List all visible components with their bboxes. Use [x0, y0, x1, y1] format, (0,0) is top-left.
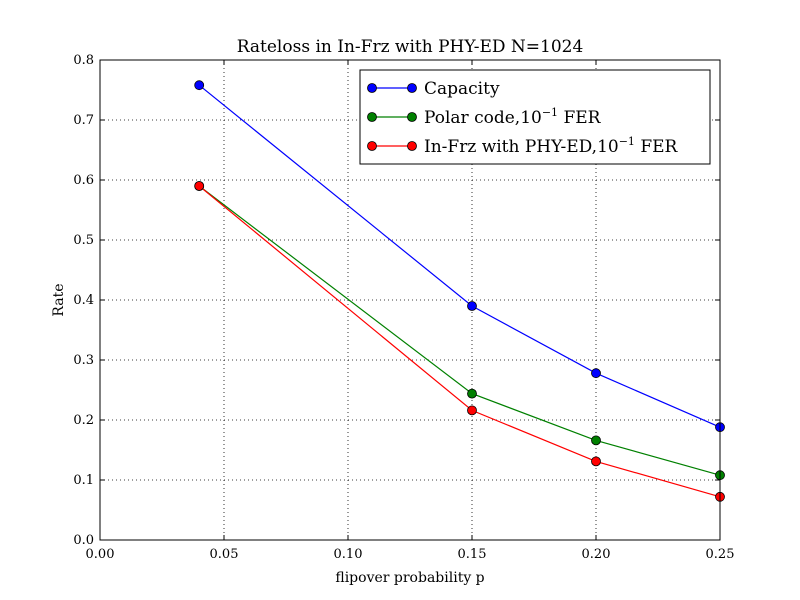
- y-tick-label: 0.8: [73, 53, 94, 68]
- series-2: [194, 181, 725, 481]
- y-tick-label: 0.0: [73, 533, 94, 548]
- x-tick-label: 0.05: [210, 547, 239, 562]
- y-tick-label: 0.3: [73, 353, 94, 368]
- y-tick-label: 0.7: [73, 113, 94, 128]
- legend-marker: [367, 141, 377, 151]
- series-3: [194, 181, 725, 502]
- y-tick-label: 0.1: [73, 473, 94, 488]
- legend-entry: Capacity: [367, 79, 500, 99]
- series-line: [198, 84, 721, 428]
- legend-label: Polar code,10−1 FER: [424, 106, 602, 128]
- legend-label-text: Capacity: [424, 79, 500, 99]
- legend-label-suffix: FER: [558, 108, 602, 128]
- y-axis-label: Rate: [51, 283, 67, 316]
- tick-labels: 0.00 0.05 0.10 0.15 0.20 0.25 0.0 0.1 0.2 0.3 0.4 0…: [73, 53, 734, 562]
- chart-title: Rateloss in In-Frz with PHY-ED N=1024: [237, 37, 584, 57]
- data-point: [591, 456, 601, 467]
- y-tick-label: 0.5: [73, 233, 94, 248]
- legend-marker: [407, 83, 417, 93]
- x-tick-label: 0.20: [582, 547, 611, 562]
- series-line: [198, 185, 721, 498]
- x-tick-label: 0.10: [334, 547, 363, 562]
- legend-entry: In-Frz with PHY-ED,10−1 FER: [367, 135, 679, 157]
- legend-marker: [367, 112, 377, 122]
- series-line: [198, 185, 721, 476]
- series-layer: [194, 80, 725, 502]
- x-tick-label: 0.00: [86, 547, 115, 562]
- data-point: [591, 435, 601, 446]
- legend-entry: Polar code,10−1 FER: [367, 106, 602, 128]
- legend-marker: [407, 141, 417, 151]
- y-tick-label: 0.6: [73, 173, 94, 188]
- legend-marker: [407, 112, 417, 122]
- y-tick-label: 0.2: [73, 413, 94, 428]
- legend-marker: [367, 83, 377, 93]
- legend-label-exponent: −1: [619, 135, 635, 148]
- data-point: [467, 388, 477, 399]
- y-tick-label: 0.4: [73, 293, 94, 308]
- legend-label: Capacity: [424, 79, 500, 99]
- x-tick-label: 0.15: [458, 547, 487, 562]
- x-tick-label: 0.25: [706, 547, 735, 562]
- legend-label-text: Polar code,10: [424, 108, 542, 128]
- legend-label: In-Frz with PHY-ED,10−1 FER: [424, 135, 679, 157]
- data-point: [467, 301, 477, 311]
- legend-box: [359, 69, 711, 165]
- data-point: [194, 181, 205, 191]
- data-point: [194, 80, 205, 91]
- data-point: [591, 368, 601, 379]
- legend-label-text: In-Frz with PHY-ED,10: [424, 137, 619, 157]
- x-axis-label: flipover probability p: [335, 570, 484, 586]
- axis-ticks: [99, 59, 721, 541]
- data-point: [467, 405, 477, 416]
- legend-label-suffix: FER: [635, 137, 679, 157]
- legend-label-exponent: −1: [542, 106, 558, 119]
